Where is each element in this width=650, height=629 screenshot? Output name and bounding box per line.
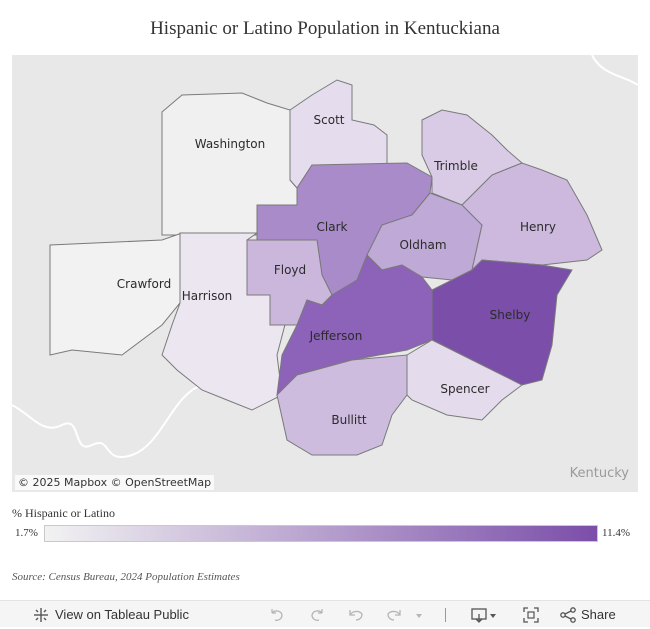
toolbar-divider: [445, 601, 446, 628]
refresh-icon: [385, 606, 403, 624]
redo-button[interactable]: [308, 601, 326, 628]
county-label-harrison: Harrison: [182, 289, 233, 303]
county-label-floyd: Floyd: [274, 263, 306, 277]
county-label-trimble: Trimble: [433, 159, 478, 173]
county-label-oldham: Oldham: [399, 238, 446, 252]
undo-icon: [268, 606, 286, 624]
county-crawford[interactable]: [49, 232, 183, 356]
undo-button[interactable]: [268, 601, 286, 628]
map-canvas[interactable]: Washington Scott Crawford Harrison Clark…: [12, 55, 638, 492]
refresh-button[interactable]: [385, 601, 403, 628]
county-label-henry: Henry: [520, 220, 556, 234]
ohio-river: [12, 384, 212, 458]
county-label-crawford: Crawford: [117, 277, 171, 291]
county-label-washington: Washington: [195, 137, 266, 151]
share-button[interactable]: Share: [559, 601, 616, 628]
tableau-toolbar: View on Tableau Public: [0, 600, 650, 627]
download-icon: [470, 606, 488, 624]
county-bullitt[interactable]: [276, 354, 408, 456]
county-scott[interactable]: [289, 79, 388, 189]
share-label: Share: [581, 607, 616, 622]
choropleth-map[interactable]: Washington Scott Crawford Harrison Clark…: [12, 55, 638, 492]
chart-title: Hispanic or Latino Population in Kentuck…: [150, 18, 500, 39]
state-label: Kentucky: [569, 466, 629, 481]
fullscreen-button[interactable]: [522, 601, 540, 628]
refresh-dropdown-button[interactable]: [414, 601, 424, 628]
county-label-scott: Scott: [314, 113, 345, 127]
revert-icon: [347, 606, 365, 624]
view-on-tableau-label: View on Tableau Public: [55, 607, 189, 622]
county-labels: Washington Scott Crawford Harrison Clark…: [117, 113, 556, 427]
counties-layer: [49, 79, 603, 456]
legend-title: % Hispanic or Latino: [12, 506, 115, 520]
county-label-clark: Clark: [317, 220, 348, 234]
legend-max-label: 11.4%: [602, 527, 631, 539]
map-attribution[interactable]: © 2025 Mapbox © OpenStreetMap: [15, 475, 215, 490]
caret-down-icon: [488, 606, 498, 624]
county-label-spencer: Spencer: [440, 382, 489, 396]
fullscreen-icon: [522, 606, 540, 624]
river-north: [591, 55, 638, 86]
county-label-bullitt: Bullitt: [331, 413, 367, 427]
view-on-tableau-button[interactable]: View on Tableau Public: [32, 601, 189, 628]
county-label-shelby: Shelby: [490, 308, 531, 322]
redo-icon: [308, 606, 326, 624]
legend-color-ramp: [44, 525, 598, 542]
county-oldham[interactable]: [366, 192, 483, 281]
caret-down-icon: [414, 606, 424, 624]
legend-min-label: 1.7%: [15, 527, 38, 539]
county-label-jefferson: Jefferson: [309, 329, 363, 343]
share-icon: [559, 606, 577, 624]
download-button[interactable]: [470, 601, 498, 628]
county-spencer[interactable]: [406, 339, 523, 421]
tableau-logo-icon: [32, 606, 50, 624]
revert-button[interactable]: [347, 601, 365, 628]
source-note: Source: Census Bureau, 2024 Population E…: [12, 571, 240, 583]
